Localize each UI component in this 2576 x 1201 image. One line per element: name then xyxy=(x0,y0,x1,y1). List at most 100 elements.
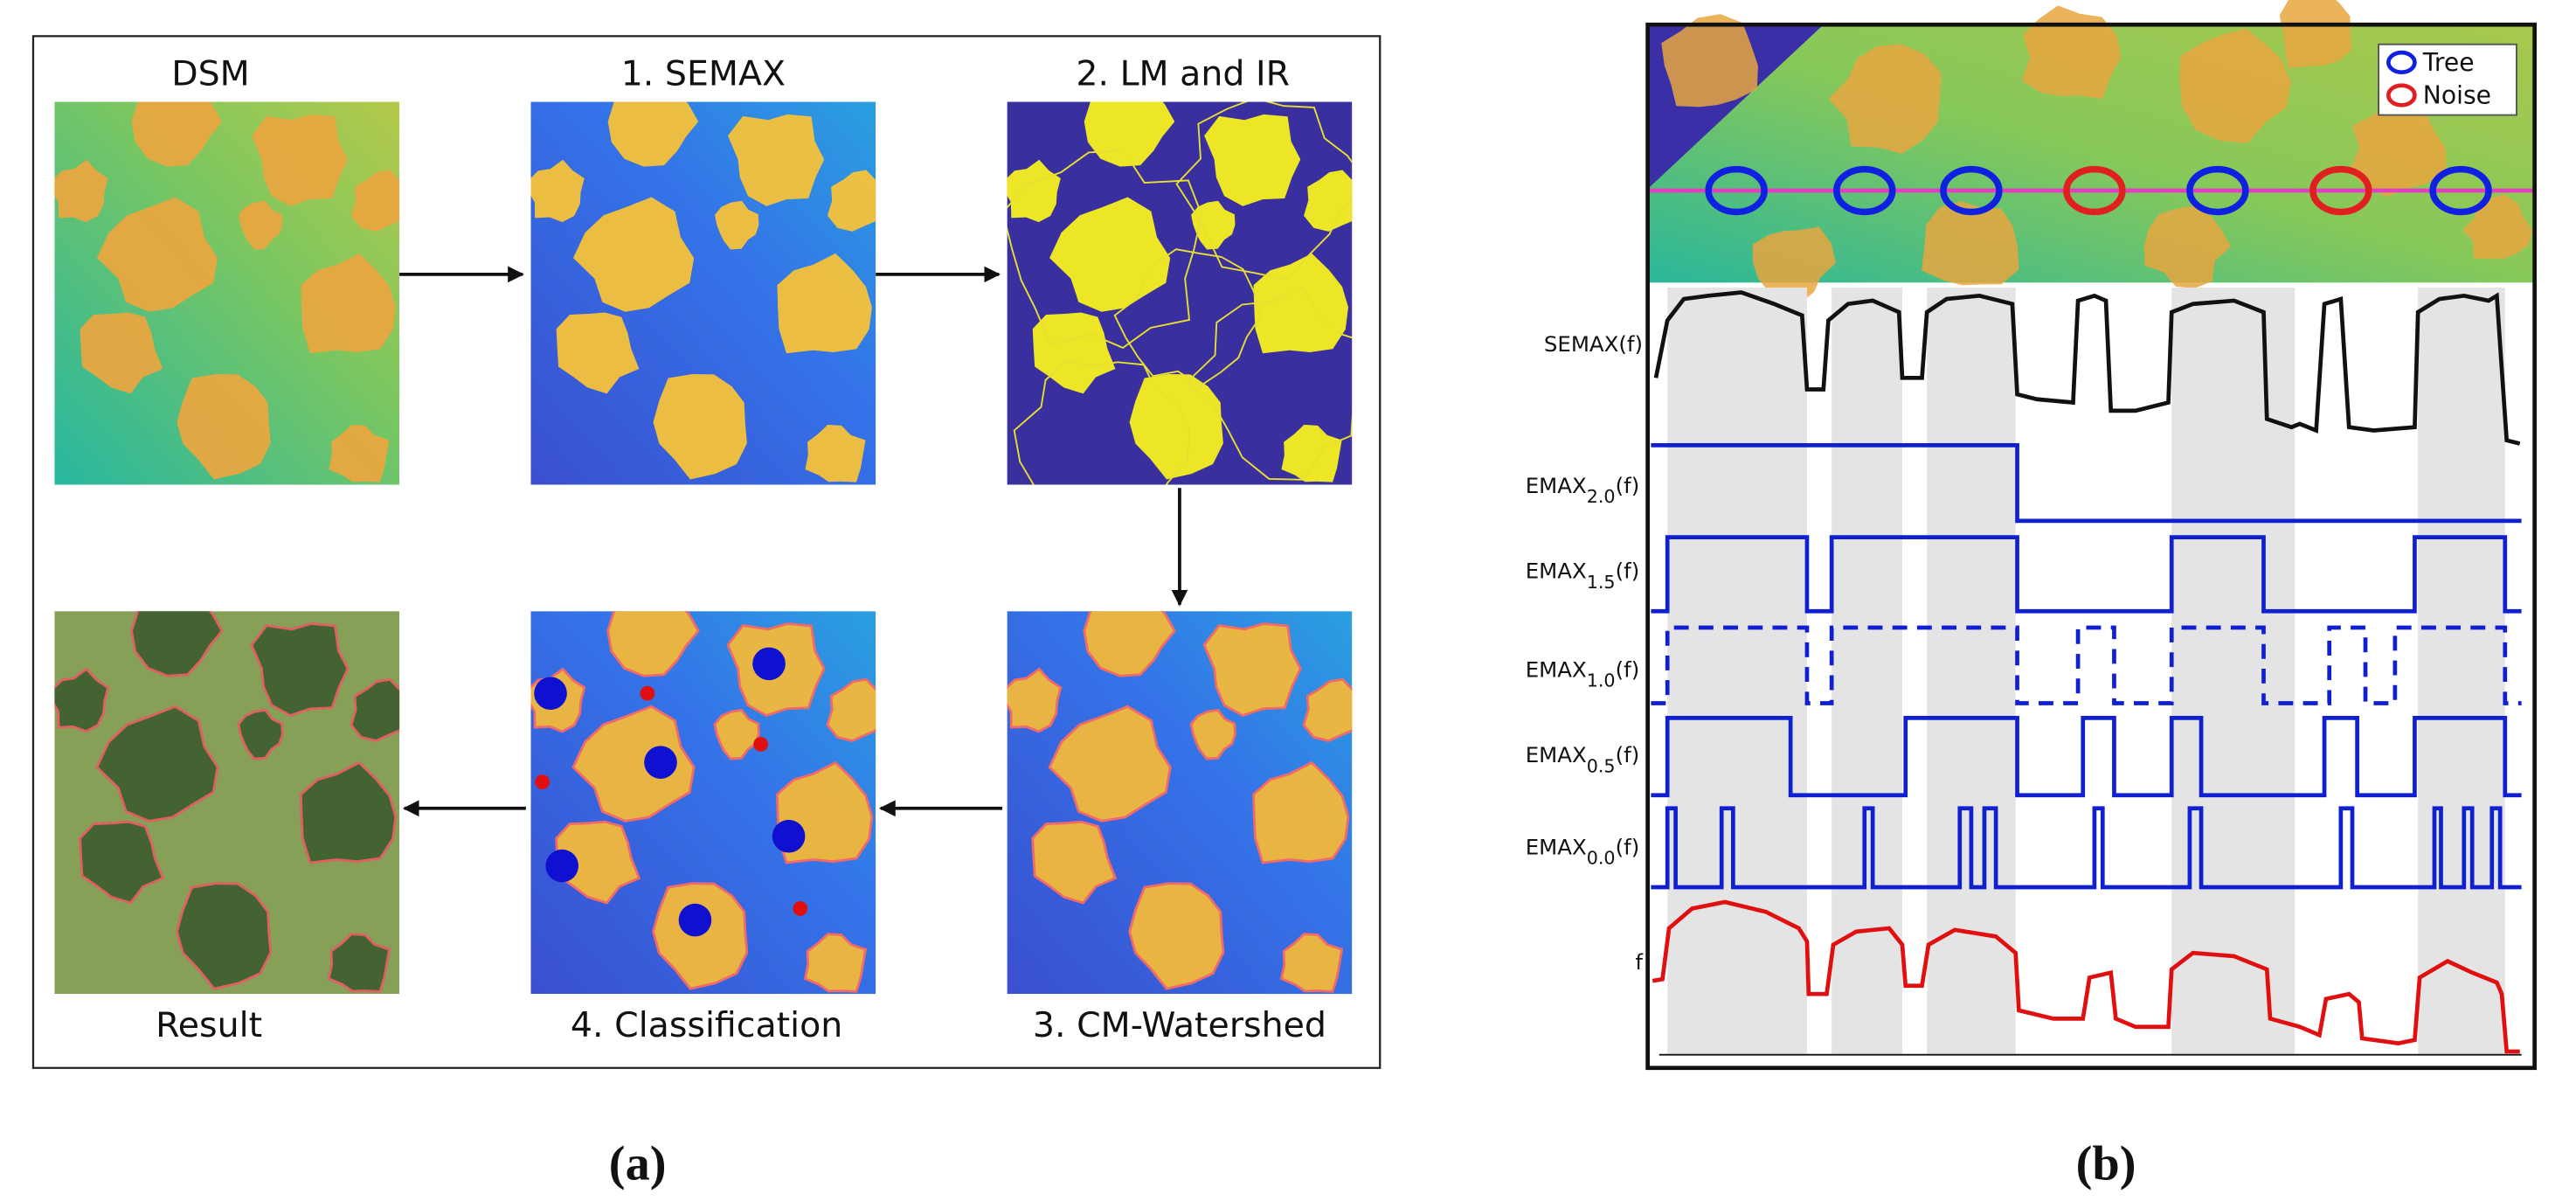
panel-b: Tree Noise SEMAX(f)EMAX2.0(f)EMAX1.5(f)E… xyxy=(1526,0,2537,1071)
crown xyxy=(329,424,390,482)
row-label-suffix: (f) xyxy=(1616,656,1640,682)
f-signal xyxy=(1652,899,2520,1054)
image xyxy=(54,611,400,995)
crown xyxy=(1752,226,1837,303)
row-label-suffix: (f) xyxy=(1616,559,1640,584)
crown xyxy=(826,677,876,743)
region-line xyxy=(1113,248,1263,387)
step-label: 2. LM and IR xyxy=(1076,54,1290,94)
crown xyxy=(1007,159,1061,223)
crown xyxy=(827,170,876,232)
crown xyxy=(803,933,868,993)
crown xyxy=(175,882,273,990)
image xyxy=(1007,101,1353,485)
semax-signal xyxy=(1653,290,2521,446)
panel-a-frame xyxy=(31,35,1381,1069)
crown xyxy=(606,611,700,677)
row-labels: SEMAX(f)EMAX2.0(f)EMAX1.5(f)EMAX1.0(f)EM… xyxy=(1526,331,1645,975)
crown xyxy=(1661,14,1758,108)
crown xyxy=(237,708,284,760)
noise-dot xyxy=(640,685,655,701)
image xyxy=(530,611,876,995)
crown xyxy=(350,677,400,743)
crown xyxy=(2143,205,2232,289)
row-label-name: EMAX xyxy=(1526,473,1587,498)
crown xyxy=(1049,197,1171,312)
crown xyxy=(1048,705,1172,823)
crown xyxy=(2349,96,2447,198)
crown xyxy=(653,373,747,480)
crown xyxy=(2462,194,2532,260)
row-label: EMAX1.0(f) xyxy=(1526,656,1639,691)
crown xyxy=(652,882,749,990)
signals xyxy=(1651,290,2522,1056)
crown xyxy=(530,159,585,223)
legend-marker xyxy=(2386,50,2417,75)
marker xyxy=(1705,165,1768,216)
image xyxy=(1007,611,1353,995)
marker xyxy=(2186,165,2249,216)
crown xyxy=(1304,170,1353,232)
region-line xyxy=(1175,101,1353,281)
row-label-sub: 0.0 xyxy=(1587,848,1616,869)
emax-signal xyxy=(1651,535,2522,614)
crown xyxy=(54,159,108,223)
step-label: 4. Classification xyxy=(571,1005,842,1045)
step-label: 3. CM-Watershed xyxy=(1033,1005,1326,1045)
row-label: EMAX0.0(f) xyxy=(1526,834,1639,868)
crown xyxy=(607,101,699,167)
crown xyxy=(131,101,223,167)
tree-dot xyxy=(678,903,712,937)
arrows xyxy=(399,266,1188,817)
row-label-name: EMAX xyxy=(1526,656,1587,682)
crown xyxy=(728,114,825,206)
crown xyxy=(777,253,872,354)
step-label: DSM xyxy=(171,54,250,94)
step-label: Result xyxy=(156,1005,262,1045)
legend-label: Noise xyxy=(2423,80,2491,109)
image xyxy=(54,101,400,485)
top-blobs xyxy=(1661,0,2532,303)
row-label: SEMAX(f) xyxy=(1544,331,1643,357)
crown xyxy=(130,611,224,677)
tree-dot xyxy=(534,677,567,710)
crown xyxy=(1189,708,1236,760)
crown xyxy=(1204,114,1301,206)
row-label: EMAX1.5(f) xyxy=(1526,559,1639,593)
emax-signal xyxy=(1651,625,2522,705)
crown xyxy=(54,667,110,733)
noise-dot xyxy=(793,900,808,916)
crown xyxy=(556,312,640,394)
crown xyxy=(1281,424,1342,482)
crown xyxy=(571,705,696,823)
crown xyxy=(713,708,760,760)
marker xyxy=(1833,165,1896,216)
row-label-sub: 2.0 xyxy=(1587,486,1616,507)
row-label-sub: 0.5 xyxy=(1587,755,1616,776)
crown xyxy=(1302,677,1353,743)
band xyxy=(1667,287,1807,1055)
tree-bands xyxy=(1667,287,2505,1055)
crown xyxy=(95,705,219,823)
caption: (b) xyxy=(2076,1137,2136,1191)
band xyxy=(1927,287,2016,1055)
crown xyxy=(1084,101,1175,167)
crown xyxy=(1007,667,1063,733)
panel-b-frame xyxy=(1645,22,2537,1071)
crown xyxy=(79,820,165,905)
legend-label: Tree xyxy=(2422,48,2475,77)
crown xyxy=(1128,882,1225,990)
row-label-suffix: (f) xyxy=(1616,834,1640,859)
panel-a-images xyxy=(54,101,1353,995)
band xyxy=(2418,287,2505,1055)
marker xyxy=(2429,165,2492,216)
row-label-sub: 1.0 xyxy=(1587,670,1616,691)
crown xyxy=(301,253,396,354)
marker xyxy=(2309,165,2372,216)
tree-dot xyxy=(545,849,579,883)
step-label: 1. SEMAX xyxy=(621,54,786,94)
crown xyxy=(238,200,283,250)
crown xyxy=(177,373,271,480)
